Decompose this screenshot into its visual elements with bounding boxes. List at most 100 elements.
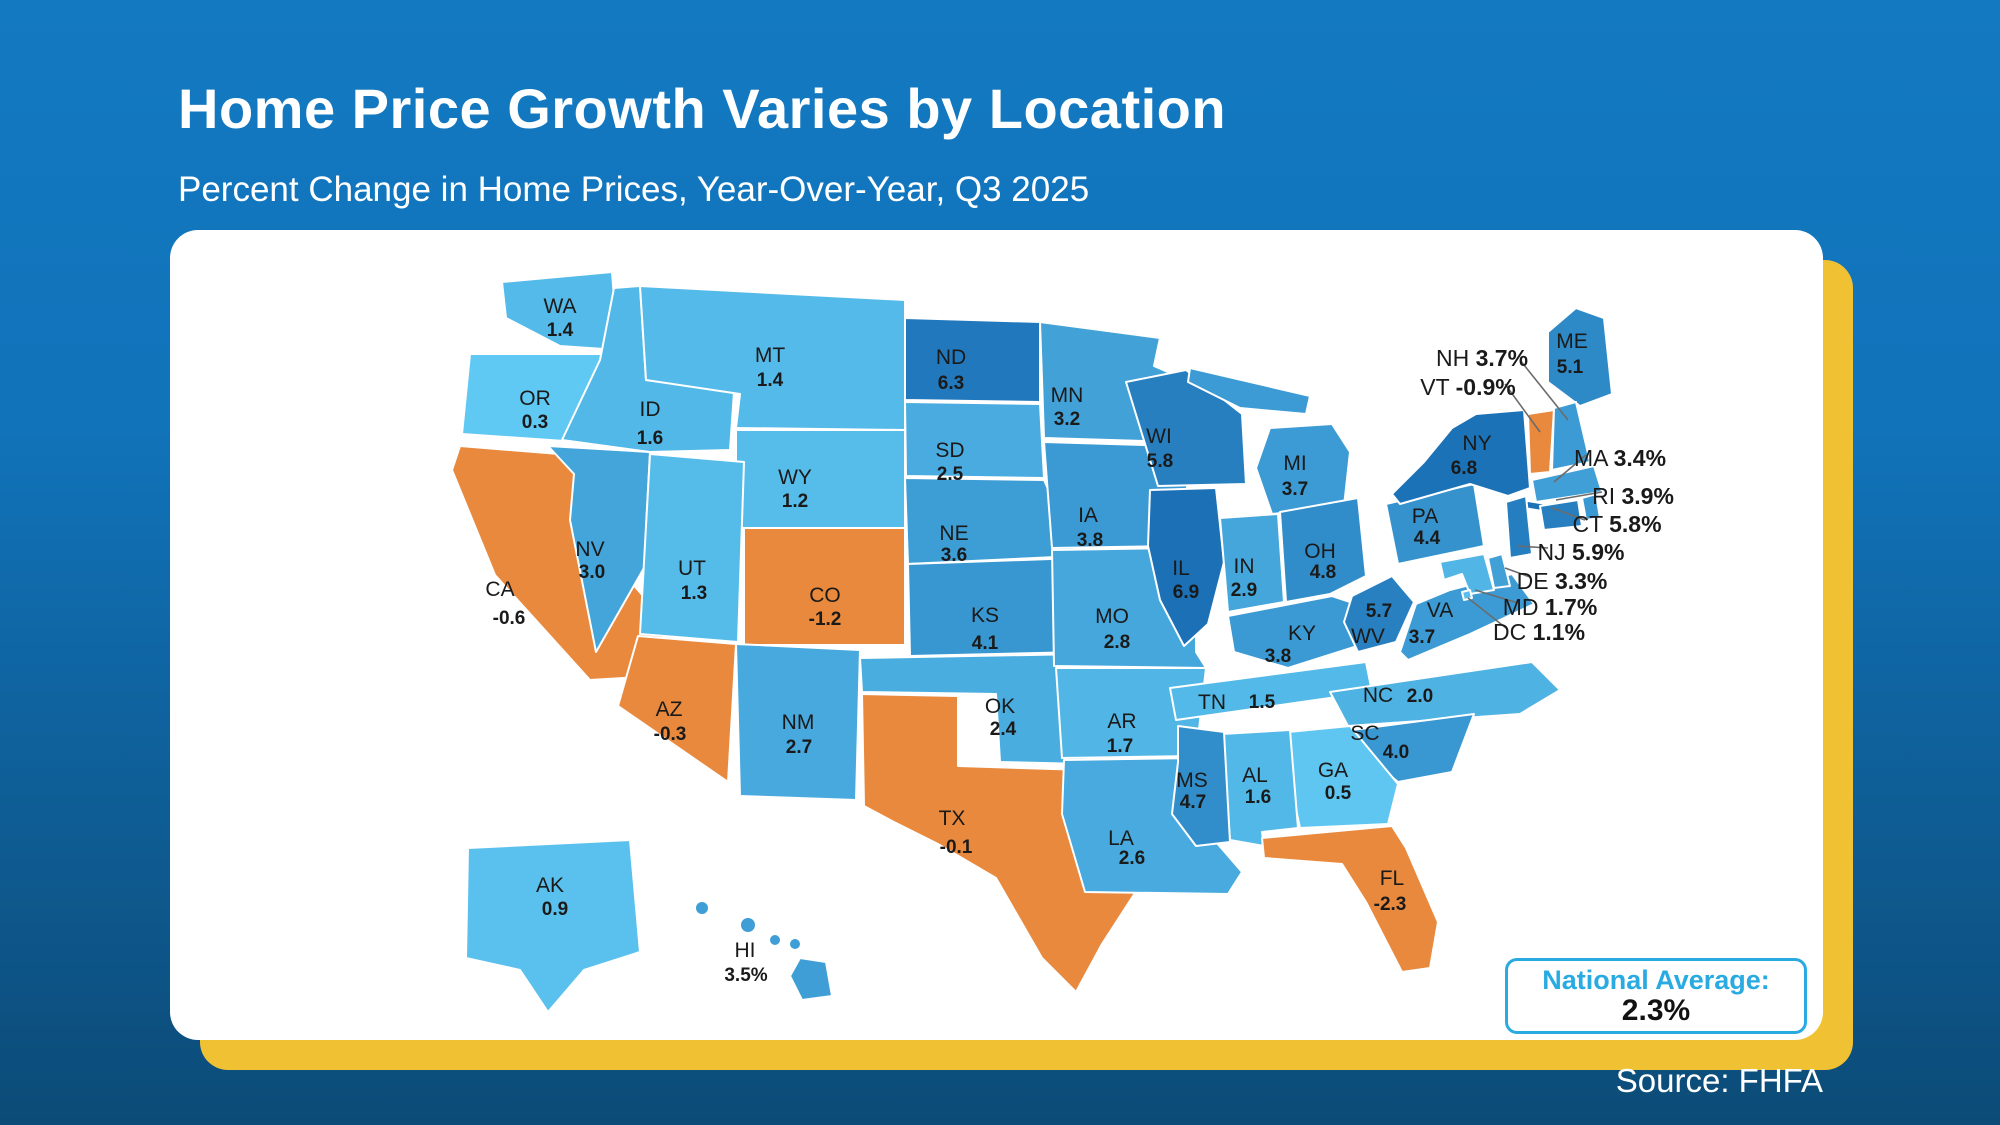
state-shape-ND <box>904 317 1041 403</box>
leader-line-NH <box>1519 359 1569 421</box>
state-value-NE: 3.6 <box>941 545 967 566</box>
leader-line-VT <box>1504 383 1541 433</box>
state-value-VA: 3.7 <box>1409 627 1435 648</box>
national-average-value: 2.3% <box>1621 993 1691 1027</box>
callout-RI: RI 3.9% <box>1592 483 1674 509</box>
callout-abbr-MA: MA <box>1574 445 1614 471</box>
state-abbr-MO: MO <box>1095 605 1129 628</box>
state-value-IA: 3.8 <box>1077 530 1103 551</box>
state-value-WA: 1.4 <box>547 320 574 341</box>
state-shape-CT <box>1539 499 1583 531</box>
state-value-MN: 3.2 <box>1054 409 1080 430</box>
state-value-CA: -0.6 <box>493 608 526 629</box>
state-abbr-NM: NM <box>782 711 815 734</box>
state-abbr-SD: SD <box>935 439 964 462</box>
state-abbr-NE: NE <box>939 522 968 545</box>
state-shape-RI <box>1581 493 1601 521</box>
state-value-KY: 3.8 <box>1265 646 1291 667</box>
leader-line-DE <box>1504 567 1531 578</box>
state-shape-DE <box>1487 553 1511 589</box>
state-abbr-IL: IL <box>1172 557 1190 580</box>
state-shape-HI <box>696 902 708 914</box>
state-abbr-CA: CA <box>485 578 514 601</box>
page-title: Home Price Growth Varies by Location <box>178 77 1227 140</box>
state-abbr-MT: MT <box>755 344 785 367</box>
state-abbr-ND: ND <box>936 346 966 369</box>
state-value-OH: 4.8 <box>1310 562 1336 583</box>
state-value-AR: 1.7 <box>1107 736 1133 757</box>
map-card: WA 1.4 OR 0.3 CA -0.6 NV 3.0 ID 1.6 MT 1.4 WY 1.2 UT 1.… <box>170 230 1823 1040</box>
leader-line-RI <box>1555 491 1603 501</box>
state-abbr-AZ: AZ <box>656 698 683 721</box>
state-abbr-WA: WA <box>543 295 576 318</box>
leader-line-MD <box>1474 589 1519 604</box>
state-value-FL: -2.3 <box>1374 894 1407 915</box>
callout-value-MA: 3.4% <box>1614 445 1666 471</box>
source-attribution: Source: FHFA <box>1615 1062 1823 1099</box>
state-value-CO: -1.2 <box>809 609 842 630</box>
state-shape-NJ <box>1505 495 1533 559</box>
state-shape-MD <box>1439 553 1495 595</box>
state-abbr-AL: AL <box>1242 764 1268 787</box>
state-shape-IN <box>1219 513 1285 613</box>
state-shape-HI <box>770 935 780 945</box>
state-shape-WV <box>1343 575 1415 653</box>
state-abbr-VA: VA <box>1427 599 1453 622</box>
state-value-NC: 2.0 <box>1407 686 1433 707</box>
state-value-MS: 4.7 <box>1180 792 1206 813</box>
callout-value-NH: 3.7% <box>1476 345 1528 371</box>
state-value-PA: 4.4 <box>1414 528 1441 549</box>
state-shape-NY <box>1391 409 1531 505</box>
state-shape-NC <box>1329 661 1561 727</box>
state-abbr-PA: PA <box>1412 505 1438 528</box>
state-shape-WI <box>1125 369 1247 487</box>
state-abbr-WV: WV <box>1351 625 1385 648</box>
state-value-OK: 2.4 <box>990 719 1017 740</box>
state-abbr-FL: FL <box>1380 867 1405 890</box>
callout-NJ: NJ 5.9% <box>1538 539 1625 565</box>
callout-abbr-VT: VT <box>1420 374 1455 400</box>
callout-abbr-NJ: NJ <box>1538 539 1573 565</box>
state-abbr-OK: OK <box>985 695 1015 718</box>
state-shape-ME <box>1547 307 1613 407</box>
state-shape-MT <box>639 285 906 431</box>
state-value-AL: 1.6 <box>1245 787 1271 808</box>
callout-abbr-CT: CT <box>1572 511 1609 537</box>
callout-value-DE: 3.3% <box>1555 568 1607 594</box>
state-value-NM: 2.7 <box>786 737 812 758</box>
state-abbr-WI: WI <box>1146 425 1172 448</box>
state-shape-CO <box>743 527 906 646</box>
state-abbr-TN: TN <box>1198 691 1226 714</box>
state-abbr-MI: MI <box>1283 452 1306 475</box>
state-value-MT: 1.4 <box>757 370 784 391</box>
state-abbr-KS: KS <box>971 604 999 627</box>
state-value-GA: 0.5 <box>1325 783 1352 804</box>
leader-line-NJ <box>1517 545 1549 549</box>
state-shape-AK <box>465 839 641 1013</box>
state-abbr-KY: KY <box>1288 622 1316 645</box>
state-value-NV: 3.0 <box>579 562 605 583</box>
state-value-HI: 3.5% <box>724 965 767 986</box>
callout-CT: CT 5.8% <box>1572 511 1661 537</box>
state-abbr-OH: OH <box>1304 540 1336 563</box>
state-shape-WY <box>735 429 906 529</box>
state-shape-OH <box>1279 497 1367 603</box>
national-average-box: National Average: 2.3% <box>1505 958 1807 1034</box>
callout-value-NJ: 5.9% <box>1572 539 1624 565</box>
state-abbr-IN: IN <box>1234 555 1255 578</box>
state-value-SC: 4.0 <box>1383 742 1409 763</box>
callout-value-VT: -0.9% <box>1456 374 1516 400</box>
callout-value-MD: 1.7% <box>1545 594 1597 620</box>
state-shape-AZ <box>617 635 737 783</box>
state-shape-VT <box>1527 409 1555 475</box>
state-abbr-MS: MS <box>1176 769 1208 792</box>
state-abbr-MN: MN <box>1051 384 1084 407</box>
state-value-ND: 6.3 <box>938 373 964 394</box>
state-value-WI: 5.8 <box>1147 451 1173 472</box>
state-abbr-GA: GA <box>1318 759 1348 782</box>
state-shape-UT <box>639 453 745 643</box>
callout-DC: DC 1.1% <box>1493 619 1585 645</box>
callout-NH: NH 3.7% <box>1436 345 1528 371</box>
state-abbr-NC: NC <box>1363 684 1393 707</box>
state-value-TN: 1.5 <box>1249 692 1276 713</box>
